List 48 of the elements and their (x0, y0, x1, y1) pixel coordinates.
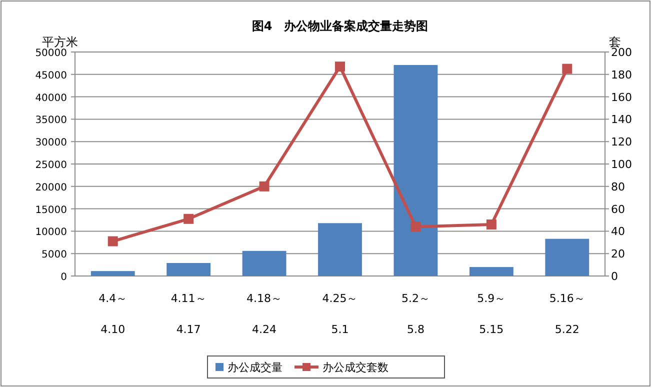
y2-tick-label: 180 (611, 68, 632, 82)
bar (90, 271, 135, 276)
category-label: 4.11～ 4.17 (170, 292, 206, 336)
y-tick-label: 35000 (35, 115, 67, 126)
bar (242, 250, 286, 276)
y-tick-label: 0 (60, 272, 67, 283)
category-label: 4.4～ 4.10 (98, 292, 128, 336)
y2-axis-title: 套 (609, 35, 621, 49)
y-tick-label: 25000 (35, 160, 67, 171)
chart-title: 图4 办公物业备案成交量走势图 (252, 19, 428, 33)
y2-tick-label: 100 (611, 158, 632, 171)
y-tick-label: 40000 (35, 92, 67, 104)
bar (545, 238, 590, 276)
y-tick-label: 30000 (35, 138, 67, 149)
point (486, 219, 496, 230)
y2-tick-label: 80 (611, 180, 625, 194)
point (335, 62, 345, 72)
y2-tick-label: 40 (611, 225, 625, 238)
y-tick-label: 20000 (35, 182, 67, 194)
bar (394, 64, 438, 276)
y2-tick-label: 120 (611, 136, 632, 149)
point (108, 236, 118, 246)
point (410, 222, 421, 232)
y2-tick-label: 140 (611, 113, 632, 126)
y-tick-label: 15000 (35, 204, 67, 216)
y-tick-label: 50000 (35, 48, 67, 59)
y2-tick-label: 20 (611, 248, 625, 261)
category-label: 5.2～ 5.8 (401, 292, 430, 336)
y2-tick-label: 60 (611, 202, 625, 216)
point (259, 181, 270, 192)
y-tick-label: 5000 (42, 250, 67, 261)
y2-tick-label: 200 (611, 46, 632, 59)
bar (318, 223, 362, 276)
point (562, 64, 572, 74)
y-tick-label: 10000 (35, 227, 67, 238)
point (184, 214, 194, 224)
category-label: 5.9～ 5.15 (477, 292, 506, 336)
category-label: 5.16～ 5.22 (549, 292, 585, 336)
y2-tick-label: 0 (611, 270, 618, 283)
legend-label: 办公成交套数 (322, 361, 388, 374)
y-tick-label: 45000 (35, 70, 67, 82)
bar (469, 267, 514, 276)
bar (166, 263, 211, 276)
y-axis-title: 平方米 (42, 35, 78, 49)
y2-tick-label: 160 (611, 90, 632, 104)
legend-label: 办公成交量 (228, 361, 282, 374)
category-label: 4.25～ 5.1 (322, 292, 358, 336)
category-label: 4.18～ 4.24 (246, 292, 282, 336)
